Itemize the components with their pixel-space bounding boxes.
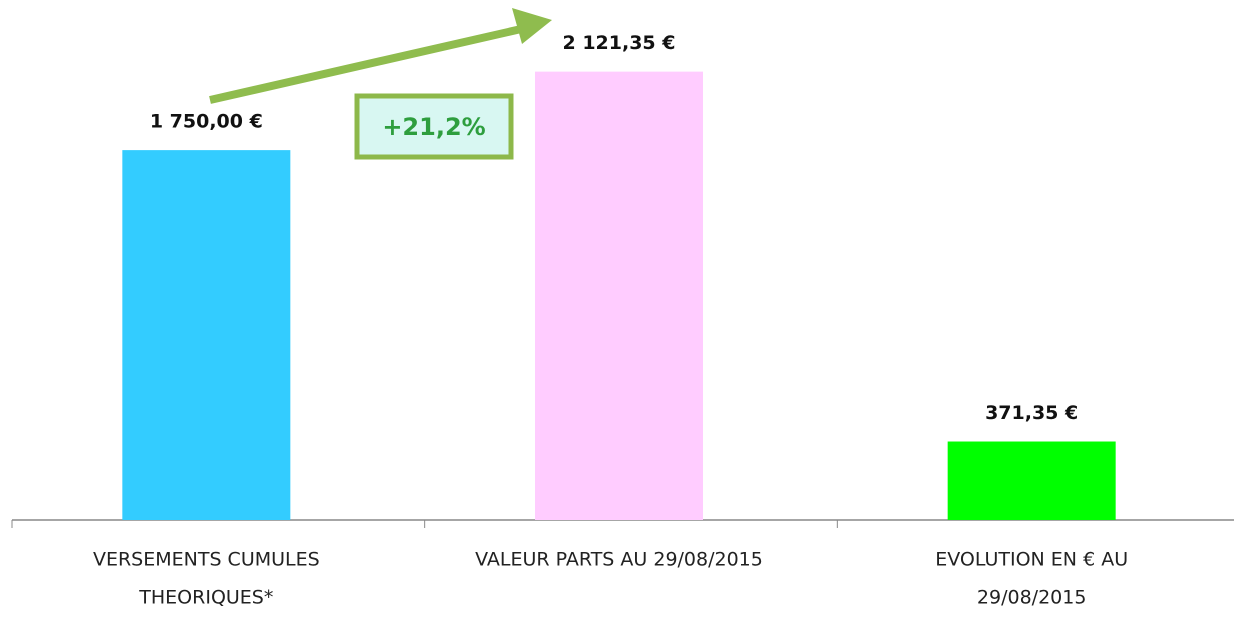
bar xyxy=(535,71,703,520)
value-label: 2 121,35 € xyxy=(563,32,676,54)
x-tick-label: VERSEMENTS CUMULES xyxy=(93,549,320,571)
arrow-head xyxy=(512,8,552,44)
value-label: 1 750,00 € xyxy=(150,111,263,133)
arrow xyxy=(209,23,531,104)
annotation: +21,2% xyxy=(382,113,485,141)
x-tick-label: VALEUR PARTS AU 29/08/2015 xyxy=(475,549,763,571)
value-label: 371,35 € xyxy=(985,402,1078,424)
x-tick-label: EVOLUTION EN € AU xyxy=(935,549,1128,571)
bar xyxy=(122,150,291,520)
annotation-box xyxy=(354,93,514,160)
x-tick-label: 29/08/2015 xyxy=(977,587,1087,609)
x-tick-label: THEORIQUES* xyxy=(138,587,273,609)
bar xyxy=(947,441,1116,520)
